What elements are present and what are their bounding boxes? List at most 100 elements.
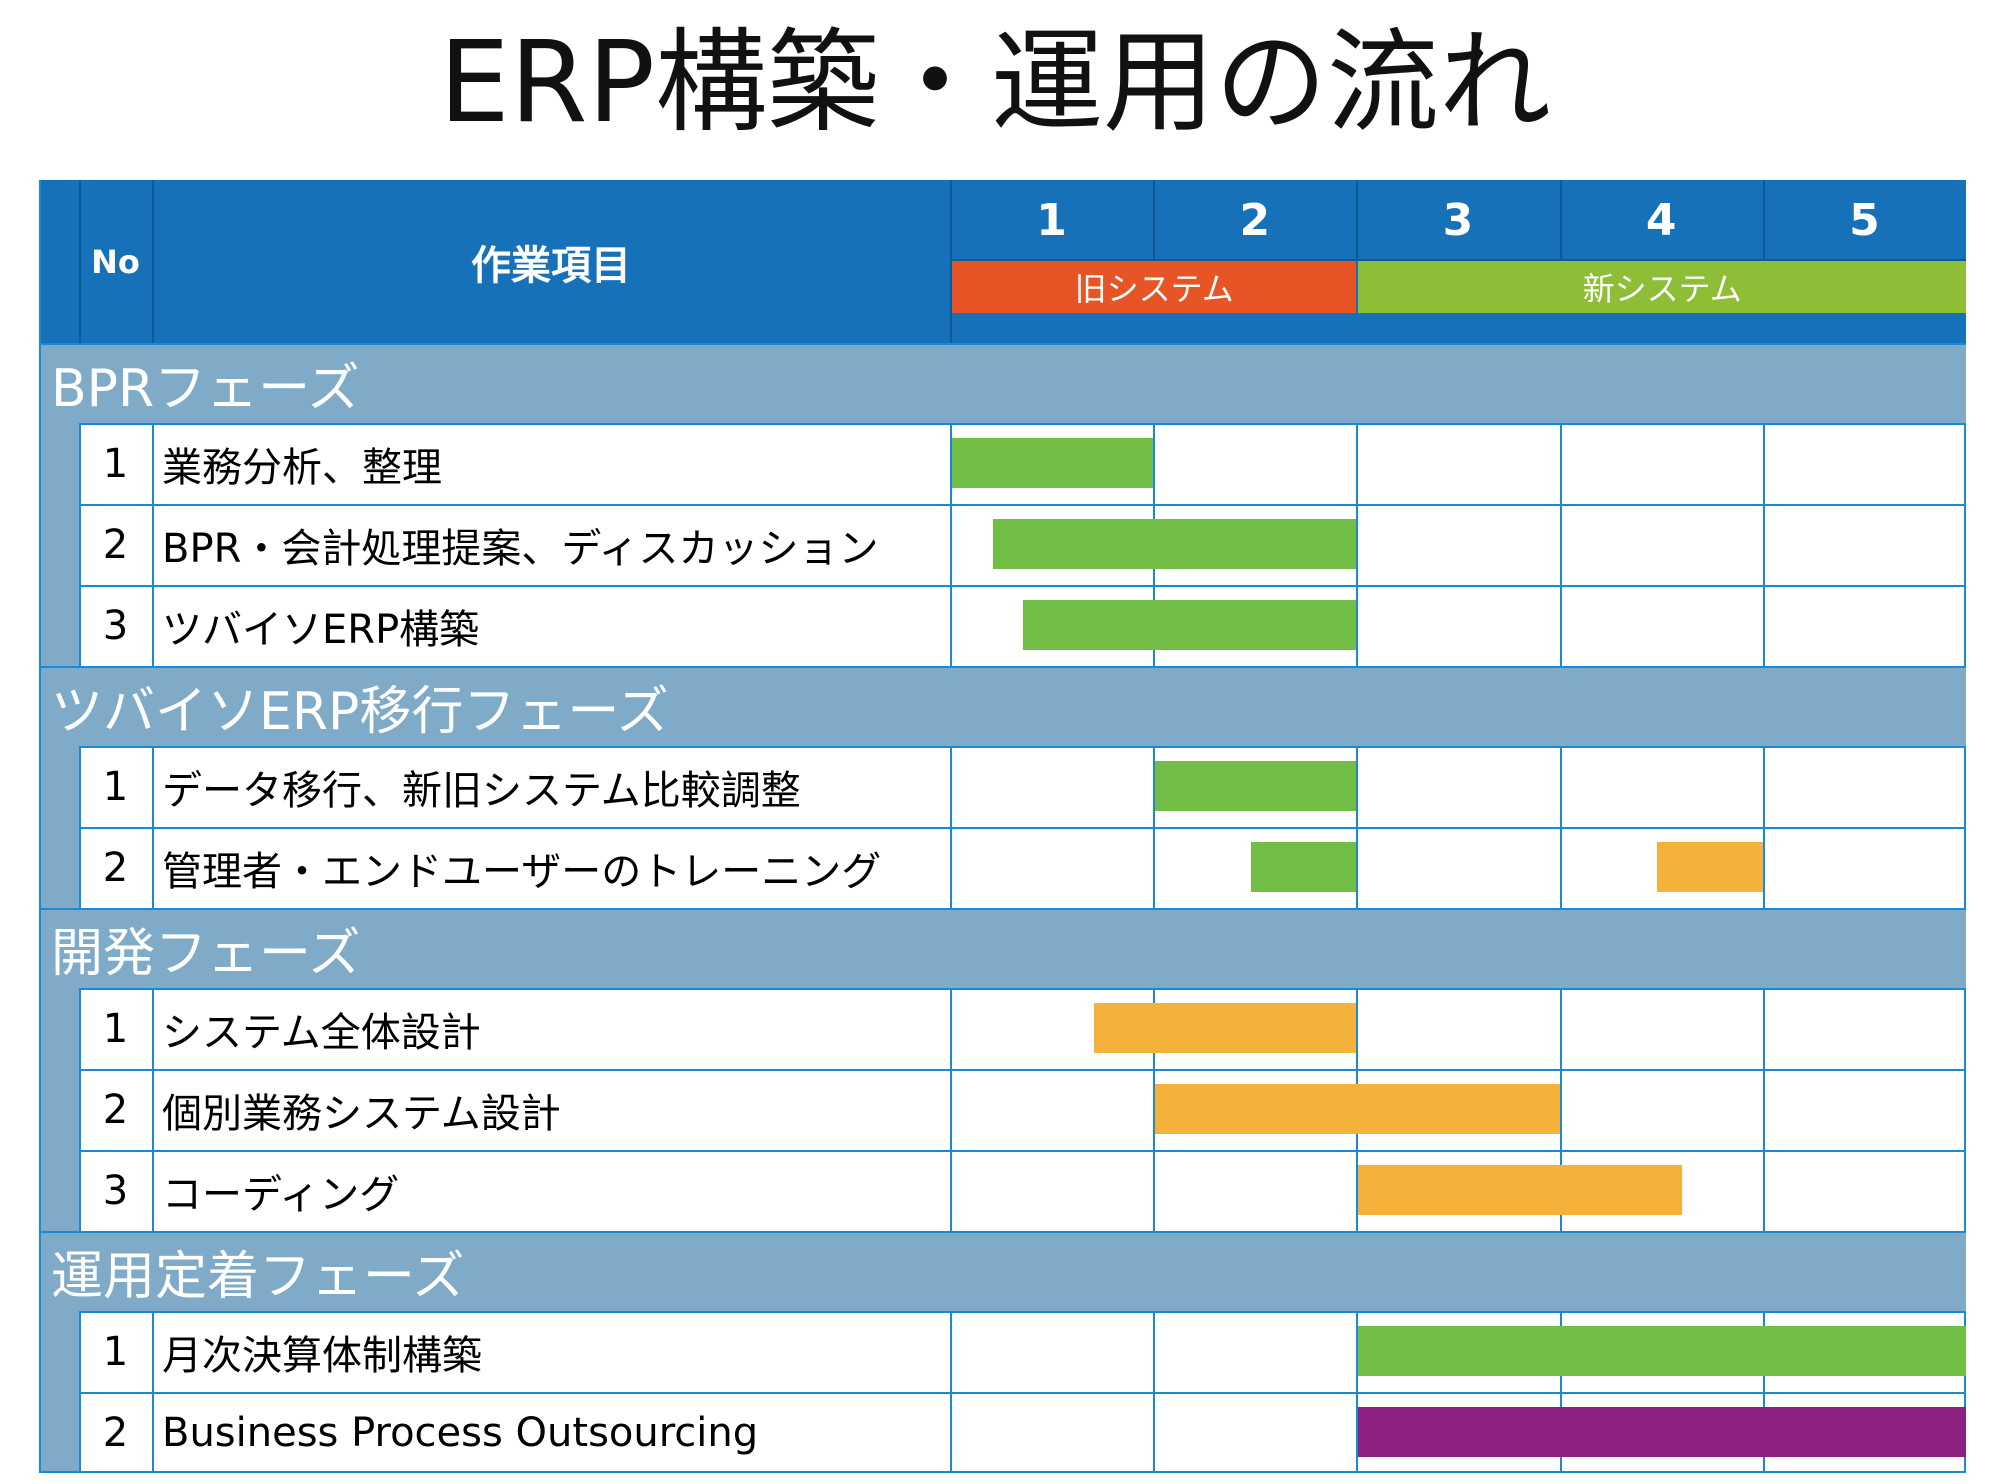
grid-line bbox=[152, 746, 154, 827]
grid-line bbox=[950, 1311, 952, 1392]
grid-line bbox=[79, 1392, 81, 1473]
task-bar bbox=[1023, 600, 1357, 650]
grid-line bbox=[1356, 988, 1359, 1069]
grid-line bbox=[79, 1150, 81, 1231]
task-bar bbox=[1094, 1003, 1357, 1053]
grid-line bbox=[39, 1471, 1966, 1473]
task-name: 業務分析、整理 bbox=[152, 423, 950, 504]
grid-line bbox=[152, 504, 154, 585]
phase-header: 開発フェーズ bbox=[39, 908, 1966, 988]
task-name: BPR・会計処理提案、ディスカッション bbox=[152, 504, 950, 585]
grid-line bbox=[79, 1311, 1966, 1313]
task-number: 2 bbox=[79, 1069, 152, 1150]
grid-line bbox=[950, 1069, 952, 1150]
phase-side-stripe bbox=[39, 1311, 79, 1473]
grid-line bbox=[152, 988, 154, 1069]
page-title: ERP構築・運用の流れ bbox=[438, 18, 1552, 148]
header-divider bbox=[1762, 180, 1765, 261]
phase-header: ツバイソERP移行フェーズ bbox=[39, 666, 1966, 746]
grid-line bbox=[1559, 1069, 1562, 1150]
header-divider bbox=[1153, 180, 1156, 261]
grid-line bbox=[1559, 585, 1562, 666]
grid-line bbox=[152, 1069, 154, 1150]
phase-header: BPRフェーズ bbox=[39, 343, 1966, 423]
grid-line bbox=[1964, 585, 1966, 666]
grid-line bbox=[1356, 1311, 1359, 1392]
grid-line bbox=[79, 827, 81, 908]
header-column-4: 4 bbox=[1645, 195, 1677, 246]
task-number: 1 bbox=[79, 988, 152, 1069]
task-name: Business Process Outsourcing bbox=[152, 1392, 950, 1473]
grid-line bbox=[1559, 423, 1562, 504]
grid-line bbox=[950, 827, 952, 908]
system-band-new: 新システム bbox=[1358, 261, 1966, 313]
grid-line bbox=[1762, 585, 1765, 666]
grid-line bbox=[79, 1069, 81, 1150]
grid-line bbox=[1356, 827, 1359, 908]
grid-line bbox=[1356, 423, 1359, 504]
grid-line bbox=[1762, 1150, 1765, 1231]
task-number: 2 bbox=[79, 504, 152, 585]
grid-line bbox=[79, 746, 81, 827]
grid-line bbox=[950, 746, 952, 827]
task-number: 2 bbox=[79, 827, 152, 908]
phase-side-stripe bbox=[39, 423, 79, 666]
task-bar bbox=[1358, 1326, 1966, 1376]
task-bar bbox=[952, 438, 1154, 488]
grid-line bbox=[79, 746, 1966, 748]
task-bar-secondary bbox=[1657, 842, 1763, 892]
task-bar bbox=[1155, 1084, 1560, 1134]
phase-header: 運用定着フェーズ bbox=[39, 1231, 1966, 1311]
grid-line bbox=[1153, 423, 1156, 504]
phase-side-stripe bbox=[39, 988, 79, 1231]
grid-line bbox=[152, 423, 154, 504]
task-name: データ移行、新旧システム比較調整 bbox=[152, 746, 950, 827]
task-name: 月次決算体制構築 bbox=[152, 1311, 950, 1392]
grid-line bbox=[1762, 988, 1765, 1069]
grid-line bbox=[1964, 746, 1966, 827]
grid-line bbox=[1559, 988, 1562, 1069]
task-number: 2 bbox=[79, 1392, 152, 1473]
grid-line bbox=[1762, 504, 1765, 585]
grid-line bbox=[152, 585, 154, 666]
grid-line bbox=[950, 1150, 952, 1231]
grid-line bbox=[1964, 988, 1966, 1069]
grid-line bbox=[152, 1392, 154, 1473]
grid-line bbox=[1356, 585, 1359, 666]
grid-line bbox=[1964, 827, 1966, 908]
grid-line bbox=[950, 423, 952, 504]
grid-line bbox=[1356, 504, 1359, 585]
grid-line bbox=[950, 1392, 952, 1473]
header-column-5: 5 bbox=[1849, 195, 1880, 246]
grid-line bbox=[79, 585, 81, 666]
grid-line bbox=[1762, 746, 1765, 827]
grid-line bbox=[1559, 746, 1562, 827]
task-name: 管理者・エンドユーザーのトレーニング bbox=[152, 827, 950, 908]
grid-line bbox=[79, 423, 81, 504]
grid-line bbox=[1559, 827, 1562, 908]
task-number: 1 bbox=[79, 1311, 152, 1392]
grid-line bbox=[1153, 746, 1156, 827]
grid-line bbox=[1559, 504, 1562, 585]
grid-line bbox=[1356, 1392, 1359, 1473]
task-name: コーディング bbox=[152, 1150, 950, 1231]
grid-line bbox=[79, 827, 1966, 829]
header-task-label: 作業項目 bbox=[471, 242, 631, 289]
grid-line bbox=[1153, 827, 1156, 908]
header-divider bbox=[950, 180, 952, 343]
grid-line bbox=[79, 1392, 1966, 1394]
task-number: 3 bbox=[79, 1150, 152, 1231]
grid-line bbox=[152, 827, 154, 908]
task-number: 3 bbox=[79, 585, 152, 666]
header-divider bbox=[152, 180, 154, 343]
task-bar bbox=[1155, 761, 1357, 811]
grid-line bbox=[1964, 423, 1966, 504]
grid-line bbox=[1356, 1150, 1359, 1231]
gantt-chart: No 作業項目 1 2 3 4 5 旧システム 新システム BPRフェーズ 1 業務分析、整理 2 BPR… bbox=[39, 180, 1966, 1473]
grid-line bbox=[1153, 1392, 1156, 1473]
grid-line bbox=[79, 1150, 1966, 1152]
header-column-1: 1 bbox=[1036, 195, 1067, 246]
grid-line bbox=[1964, 1069, 1966, 1150]
grid-line bbox=[1153, 1311, 1156, 1392]
task-bar bbox=[992, 519, 1357, 569]
